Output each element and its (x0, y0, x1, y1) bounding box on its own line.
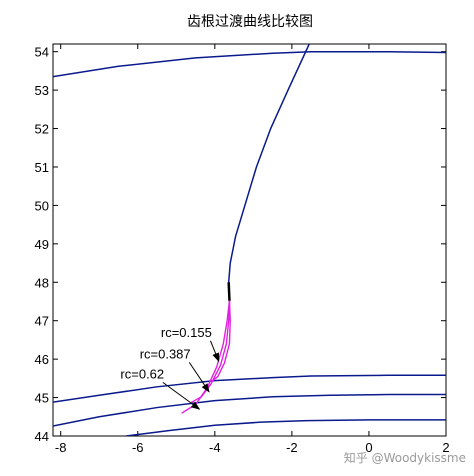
y-tick-label: 50 (35, 198, 49, 213)
annotation-label: rc=0.62 (120, 366, 164, 381)
x-axis: -8 -6 -4 -2 0 2 (55, 44, 450, 455)
y-tick-label: 49 (35, 237, 49, 252)
annotation-arrow (210, 340, 220, 362)
y-tick-label: 44 (35, 429, 49, 444)
x-tick-label: -8 (55, 440, 67, 455)
annotation-label: rc=0.387 (140, 346, 191, 361)
x-tick-label: 0 (365, 440, 372, 455)
y-tick-label: 52 (35, 122, 49, 137)
y-tick-label: 48 (35, 275, 49, 290)
watermark: 知乎 @Woodykissme (344, 451, 466, 465)
annotation-layer: rc=0.155 rc=0.387 rc=0.62 (120, 325, 220, 410)
annotation-arrow (162, 381, 201, 410)
x-tick-label: 2 (442, 440, 449, 455)
series-line-3 (125, 419, 446, 436)
series-line-0 (53, 50, 446, 78)
y-tick-label: 54 (35, 45, 49, 60)
series-layer (53, 44, 446, 436)
y-tick-label: 46 (35, 352, 49, 367)
x-tick-label: -2 (286, 440, 298, 455)
y-tick-label: 53 (35, 83, 49, 98)
y-axis: 44 45 46 47 48 49 50 51 52 53 54 (35, 45, 446, 444)
series-rc-0-155 (211, 300, 231, 383)
annotation-arrow (188, 362, 210, 393)
x-tick-label: -6 (132, 440, 144, 455)
series-junction-mark (227, 282, 231, 301)
y-tick-label: 47 (35, 314, 49, 329)
annotation-label: rc=0.155 (161, 325, 212, 340)
y-tick-label: 45 (35, 391, 49, 406)
x-tick-label: -4 (209, 440, 221, 455)
y-tick-label: 51 (35, 160, 49, 175)
series-line-1 (53, 374, 446, 403)
series-line-4 (227, 44, 310, 302)
plot-area (52, 43, 447, 437)
series-line-2 (53, 393, 446, 427)
chart-title: 齿根过渡曲线比较图 (187, 14, 313, 30)
